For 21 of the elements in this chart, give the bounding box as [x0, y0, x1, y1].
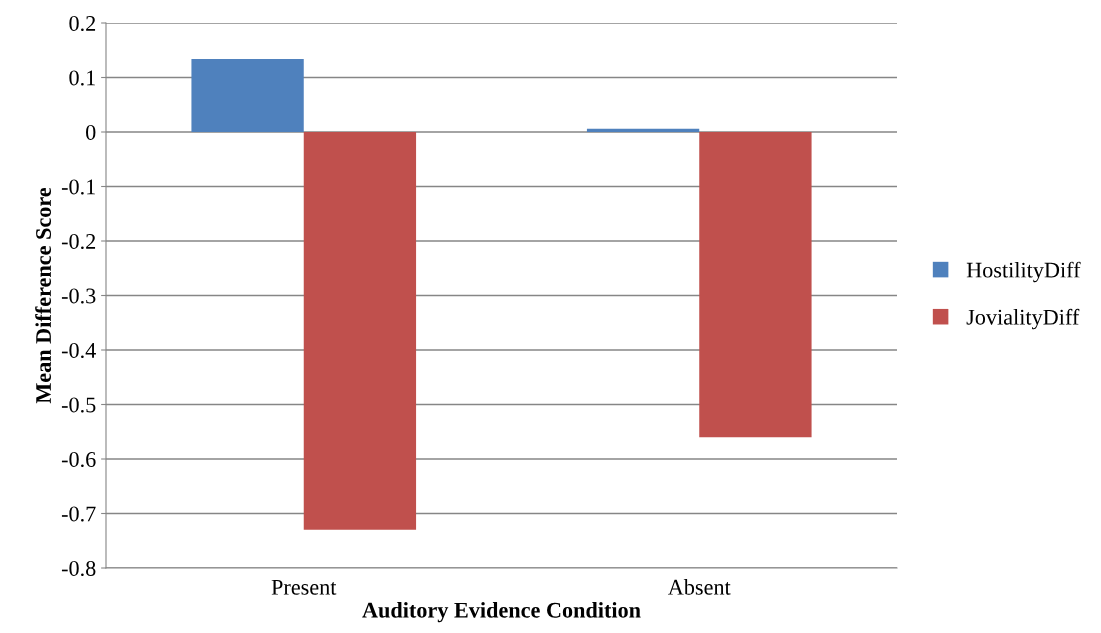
y-tick-label: -0.8: [61, 560, 96, 577]
y-tick-label: -0.5: [61, 397, 96, 413]
bar: [699, 132, 812, 438]
y-tick-label: -0.7: [61, 506, 96, 522]
y-tick-label: -0.4: [61, 342, 96, 359]
bar: [303, 132, 417, 530]
legend-label: HostilityDiff: [966, 261, 1081, 283]
x-axis-title: Auditory Evidence Condition: [362, 602, 641, 623]
y-tick-label: 0.1: [69, 70, 95, 86]
bar: [586, 128, 700, 132]
legend-label: JovialityDiff: [966, 308, 1080, 330]
y-axis-title: Mean Difference Score: [35, 187, 52, 404]
y-tick-label: -0.3: [61, 288, 96, 304]
bar: [191, 58, 304, 132]
y-tick-label: 0.2: [69, 15, 96, 32]
y-tick-label: -0.2: [61, 233, 96, 250]
x-tick-label: Present: [271, 579, 337, 595]
y-tick-label: 0: [86, 124, 96, 140]
y-tick-label: -0.6: [61, 451, 96, 468]
y-tick-label: -0.1: [61, 179, 95, 195]
x-tick-label: Absent: [667, 579, 731, 595]
